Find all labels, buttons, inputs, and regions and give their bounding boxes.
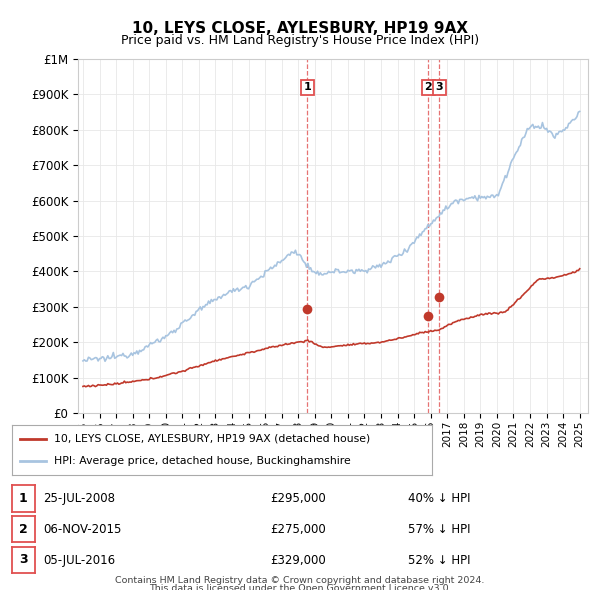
Text: £295,000: £295,000	[270, 492, 326, 505]
Text: 57% ↓ HPI: 57% ↓ HPI	[408, 523, 470, 536]
Text: 1: 1	[19, 492, 28, 505]
Text: £275,000: £275,000	[270, 523, 326, 536]
Text: 06-NOV-2015: 06-NOV-2015	[43, 523, 122, 536]
Text: 3: 3	[436, 83, 443, 92]
Text: Price paid vs. HM Land Registry's House Price Index (HPI): Price paid vs. HM Land Registry's House …	[121, 34, 479, 47]
Text: HPI: Average price, detached house, Buckinghamshire: HPI: Average price, detached house, Buck…	[54, 456, 351, 466]
Text: 3: 3	[19, 553, 28, 566]
Text: 2: 2	[424, 83, 432, 92]
Text: £329,000: £329,000	[270, 553, 326, 566]
Text: 10, LEYS CLOSE, AYLESBURY, HP19 9AX (detached house): 10, LEYS CLOSE, AYLESBURY, HP19 9AX (det…	[54, 434, 370, 444]
Text: 05-JUL-2016: 05-JUL-2016	[43, 553, 115, 566]
Text: 40% ↓ HPI: 40% ↓ HPI	[408, 492, 470, 505]
Text: 1: 1	[304, 83, 311, 92]
Text: 52% ↓ HPI: 52% ↓ HPI	[408, 553, 470, 566]
Text: This data is licensed under the Open Government Licence v3.0.: This data is licensed under the Open Gov…	[149, 584, 451, 590]
Text: 25-JUL-2008: 25-JUL-2008	[43, 492, 115, 505]
Text: Contains HM Land Registry data © Crown copyright and database right 2024.: Contains HM Land Registry data © Crown c…	[115, 576, 485, 585]
Text: 10, LEYS CLOSE, AYLESBURY, HP19 9AX: 10, LEYS CLOSE, AYLESBURY, HP19 9AX	[132, 21, 468, 35]
Text: 2: 2	[19, 523, 28, 536]
